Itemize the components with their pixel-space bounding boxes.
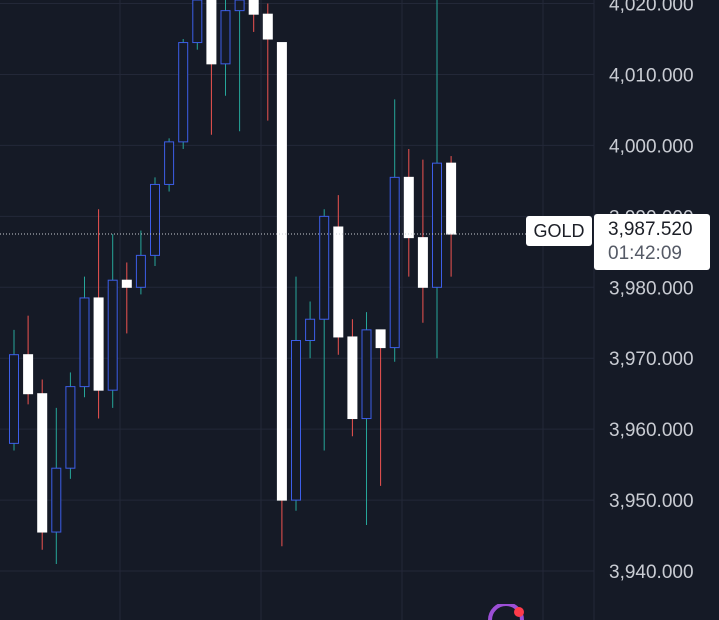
candle-body [262, 13, 273, 40]
candle-body [389, 176, 400, 349]
candle-14 [206, 0, 217, 135]
candle-31 [446, 156, 457, 277]
candle-4 [65, 372, 76, 479]
candle-7 [107, 234, 118, 408]
candle-body [248, 0, 259, 15]
candle-body [375, 329, 386, 349]
candle-18 [262, 3, 273, 121]
y-tick-label: 3,980.000 [609, 278, 694, 299]
symbol-label: GOLD [526, 216, 592, 246]
candle-28 [403, 148, 414, 277]
candle-countdown: 01:42:09 [608, 243, 682, 264]
candle-10 [150, 177, 160, 267]
y-tick-label: 3,970.000 [609, 349, 694, 370]
gauge-widget-icon[interactable] [486, 604, 526, 620]
candle-body [417, 237, 428, 288]
candle-19 [276, 42, 287, 547]
y-tick-label: 3,960.000 [609, 420, 694, 441]
current-price: 3,987.520 [608, 219, 693, 240]
candle-23 [333, 195, 344, 355]
candle-13 [192, 0, 203, 50]
candle-22 [319, 209, 330, 451]
candles-layer [9, 0, 457, 564]
candle-30 [432, 0, 442, 359]
candle-25 [361, 312, 372, 525]
candle-3 [51, 407, 62, 564]
candle-body [276, 42, 287, 501]
candle-body [361, 329, 372, 420]
candle-body [9, 354, 19, 444]
candle-body [23, 354, 34, 395]
candle-body [135, 254, 146, 288]
candle-11 [164, 138, 175, 192]
candle-body [93, 297, 104, 391]
candle-8 [121, 262, 132, 334]
candle-21 [305, 301, 316, 359]
candle-6 [93, 209, 104, 419]
candle-body [333, 226, 344, 338]
candle-15 [220, 0, 231, 96]
current-price-tag: 3,987.520 01:42:09 [594, 214, 710, 270]
candle-12 [178, 39, 189, 149]
candle-body [150, 183, 160, 256]
candle-body [192, 0, 203, 44]
candle-16 [234, 0, 245, 132]
candle-9 [135, 230, 146, 295]
price-axis[interactable]: 3,940.000 3,950.000 3,960.000 3,970.000 3,98… [609, 0, 694, 583]
candle-body [347, 336, 358, 420]
candle-body [51, 467, 62, 533]
candle-body [79, 297, 90, 388]
candle-body [403, 176, 414, 239]
candle-body [432, 162, 442, 288]
candle-5 [79, 276, 90, 398]
candle-20 [291, 276, 301, 511]
y-tick-label: 3,940.000 [609, 562, 694, 583]
candle-body [178, 42, 189, 143]
candle-26 [375, 329, 386, 486]
candle-body [65, 386, 76, 469]
candle-29 [417, 159, 428, 323]
candle-27 [389, 99, 400, 362]
candle-body [164, 141, 175, 185]
candle-17 [248, 0, 259, 32]
candle-body [220, 10, 231, 65]
y-tick-label: 3,950.000 [609, 491, 694, 512]
candle-2 [37, 379, 48, 550]
y-tick-label: 4,000.000 [609, 136, 694, 157]
y-tick-label: 4,020.000 [609, 0, 694, 16]
candle-body [206, 0, 217, 65]
candle-body [37, 393, 48, 533]
candle-body [234, 0, 245, 12]
candle-24 [347, 319, 358, 437]
candle-body [319, 215, 330, 320]
candle-0 [9, 329, 19, 451]
candle-body [446, 162, 457, 235]
candle-body [121, 279, 132, 288]
candle-body [107, 279, 118, 391]
y-tick-label: 4,010.000 [609, 65, 694, 86]
candle-body [291, 340, 301, 501]
candle-body [305, 318, 316, 342]
candle-1 [23, 315, 34, 405]
